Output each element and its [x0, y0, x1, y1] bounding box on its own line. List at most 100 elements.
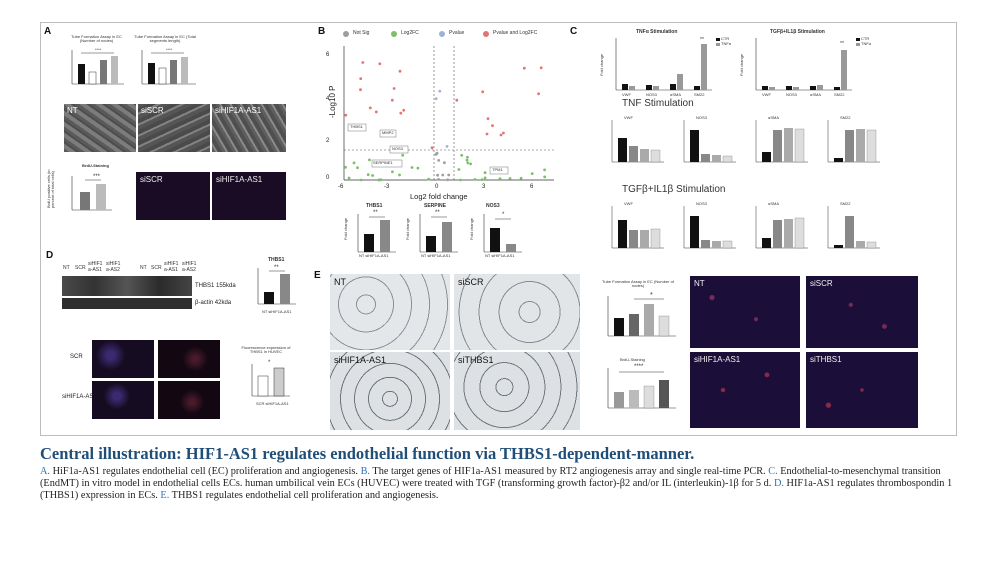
category-label: NOS3 — [786, 92, 797, 97]
panel-a-sig1: **** — [95, 47, 102, 52]
bar — [690, 130, 699, 162]
panel-b-ylabel: -Log10 P — [328, 85, 337, 118]
bar — [653, 86, 659, 90]
volcano-point — [498, 177, 502, 181]
bar — [614, 392, 624, 408]
legend-marker — [391, 31, 397, 37]
fluor-scr-2 — [158, 340, 220, 378]
bar — [866, 241, 877, 249]
volcano-point — [459, 178, 462, 182]
volcano-point — [371, 174, 374, 177]
c-mini-title: VWF — [624, 115, 633, 120]
e-fluor-sithbs1: siTHBS1 — [806, 352, 918, 428]
xtick: -3 — [384, 184, 390, 190]
volcano-point — [359, 178, 363, 182]
c-mini-title: VWF — [624, 201, 633, 206]
bar — [722, 155, 733, 163]
bar — [845, 216, 854, 248]
c-sig: ** — [840, 41, 844, 47]
caption-text-e: THBS1 regulates endothelial cell prolife… — [169, 490, 439, 501]
bar — [111, 56, 118, 84]
bright-image-sihif1a-as1: siHIF1A-AS1 — [330, 352, 450, 430]
panel-b-bar-title: THBS1 — [366, 203, 383, 209]
bar — [643, 385, 655, 409]
c-mini-chart — [683, 120, 736, 163]
panel-e-chart2-title: BrdU-Staining — [620, 357, 645, 362]
panel-d-sig: ** — [274, 265, 279, 271]
volcano-points — [344, 61, 547, 182]
volcano-point — [434, 153, 438, 156]
image-label: NT — [694, 279, 705, 288]
volcano-point — [398, 69, 402, 73]
volcano-point — [499, 133, 503, 137]
panel-a-brdu-title: BrdU-Staining — [82, 163, 109, 168]
volcano-point — [481, 90, 485, 94]
volcano-point — [508, 177, 512, 180]
panel-b-bar-title: SERPINE — [424, 203, 446, 209]
panel-d-fl-title: Fluorescence expression of THBS1 in HUVE… — [241, 345, 291, 355]
panel-d-fl-sig: * — [268, 360, 271, 366]
bar — [640, 230, 649, 248]
bar — [712, 155, 721, 162]
image-label: NT — [67, 106, 78, 115]
panel-d-xlabel: NT siHIF1A-AS1 — [262, 309, 292, 314]
bar — [442, 222, 452, 252]
volcano-point — [519, 176, 523, 180]
volcano-point — [374, 110, 378, 114]
volcano-point — [359, 77, 363, 80]
western-blot-thbs1 — [62, 276, 192, 296]
volcano-point — [366, 173, 370, 177]
bar — [701, 44, 707, 90]
image-label: siSCR — [810, 279, 833, 288]
bar — [834, 158, 843, 162]
caption-letter-c: C. — [768, 466, 778, 477]
bar — [658, 315, 670, 337]
bar — [80, 192, 90, 210]
volcano-point — [537, 92, 540, 96]
bar — [100, 60, 107, 84]
bar — [506, 244, 516, 252]
bar-chart-serpine — [419, 214, 458, 253]
volcano-point — [466, 155, 469, 159]
caption-text-b: The target genes of HIF1a-AS1 measured b… — [370, 466, 769, 477]
gene-label-nos3: NOS3 — [392, 146, 403, 151]
c-mini-chart — [683, 206, 736, 249]
lane-label: SCR — [75, 265, 86, 271]
panel-c-tnf-row — [611, 120, 880, 163]
c-mini-chart — [827, 120, 880, 163]
band-label-thbs1: THBS1 155kda — [195, 283, 236, 289]
panel-a-label: A — [44, 26, 52, 37]
legend-label: CTR — [861, 36, 870, 41]
c-mini-chart — [755, 120, 808, 163]
bar-sig: ** — [435, 210, 440, 216]
panel-c-label: C — [570, 26, 578, 37]
bar — [773, 220, 782, 248]
image-label: siHIF1A-AS1 — [694, 355, 741, 364]
volcano-point — [344, 113, 348, 117]
volcano-point — [410, 166, 414, 169]
bright-image-siscr: siSCR — [454, 274, 580, 350]
image-label: siHIF1A-AS1 — [334, 355, 387, 365]
panel-c-top-charts — [615, 38, 860, 91]
panel-c-tnfa-chart — [615, 38, 712, 91]
legend-label: Pvalue and Log2FC — [493, 30, 538, 36]
volcano-point — [359, 88, 362, 92]
bar — [834, 87, 840, 90]
volcano-point — [427, 177, 431, 181]
volcano-point — [502, 131, 505, 135]
bar — [701, 240, 710, 248]
panel-c-tgf-row — [611, 206, 880, 249]
panel-a-sig2: **** — [166, 47, 173, 52]
legend-marker — [439, 31, 445, 37]
bar — [712, 241, 721, 248]
volcano-point — [447, 173, 451, 177]
volcano-point — [398, 173, 401, 177]
panel-e-label: E — [314, 270, 321, 281]
legend-marker — [343, 31, 349, 37]
panel-c-tgf-subtitle: TGFβ+IL1β Stimulation — [622, 184, 726, 195]
c-ylabel: Fold change — [599, 53, 604, 76]
c-mini-title: NOS3 — [696, 115, 707, 120]
bar-ylabel: Fold change — [469, 217, 474, 240]
bar — [644, 304, 654, 336]
bar — [257, 375, 269, 397]
